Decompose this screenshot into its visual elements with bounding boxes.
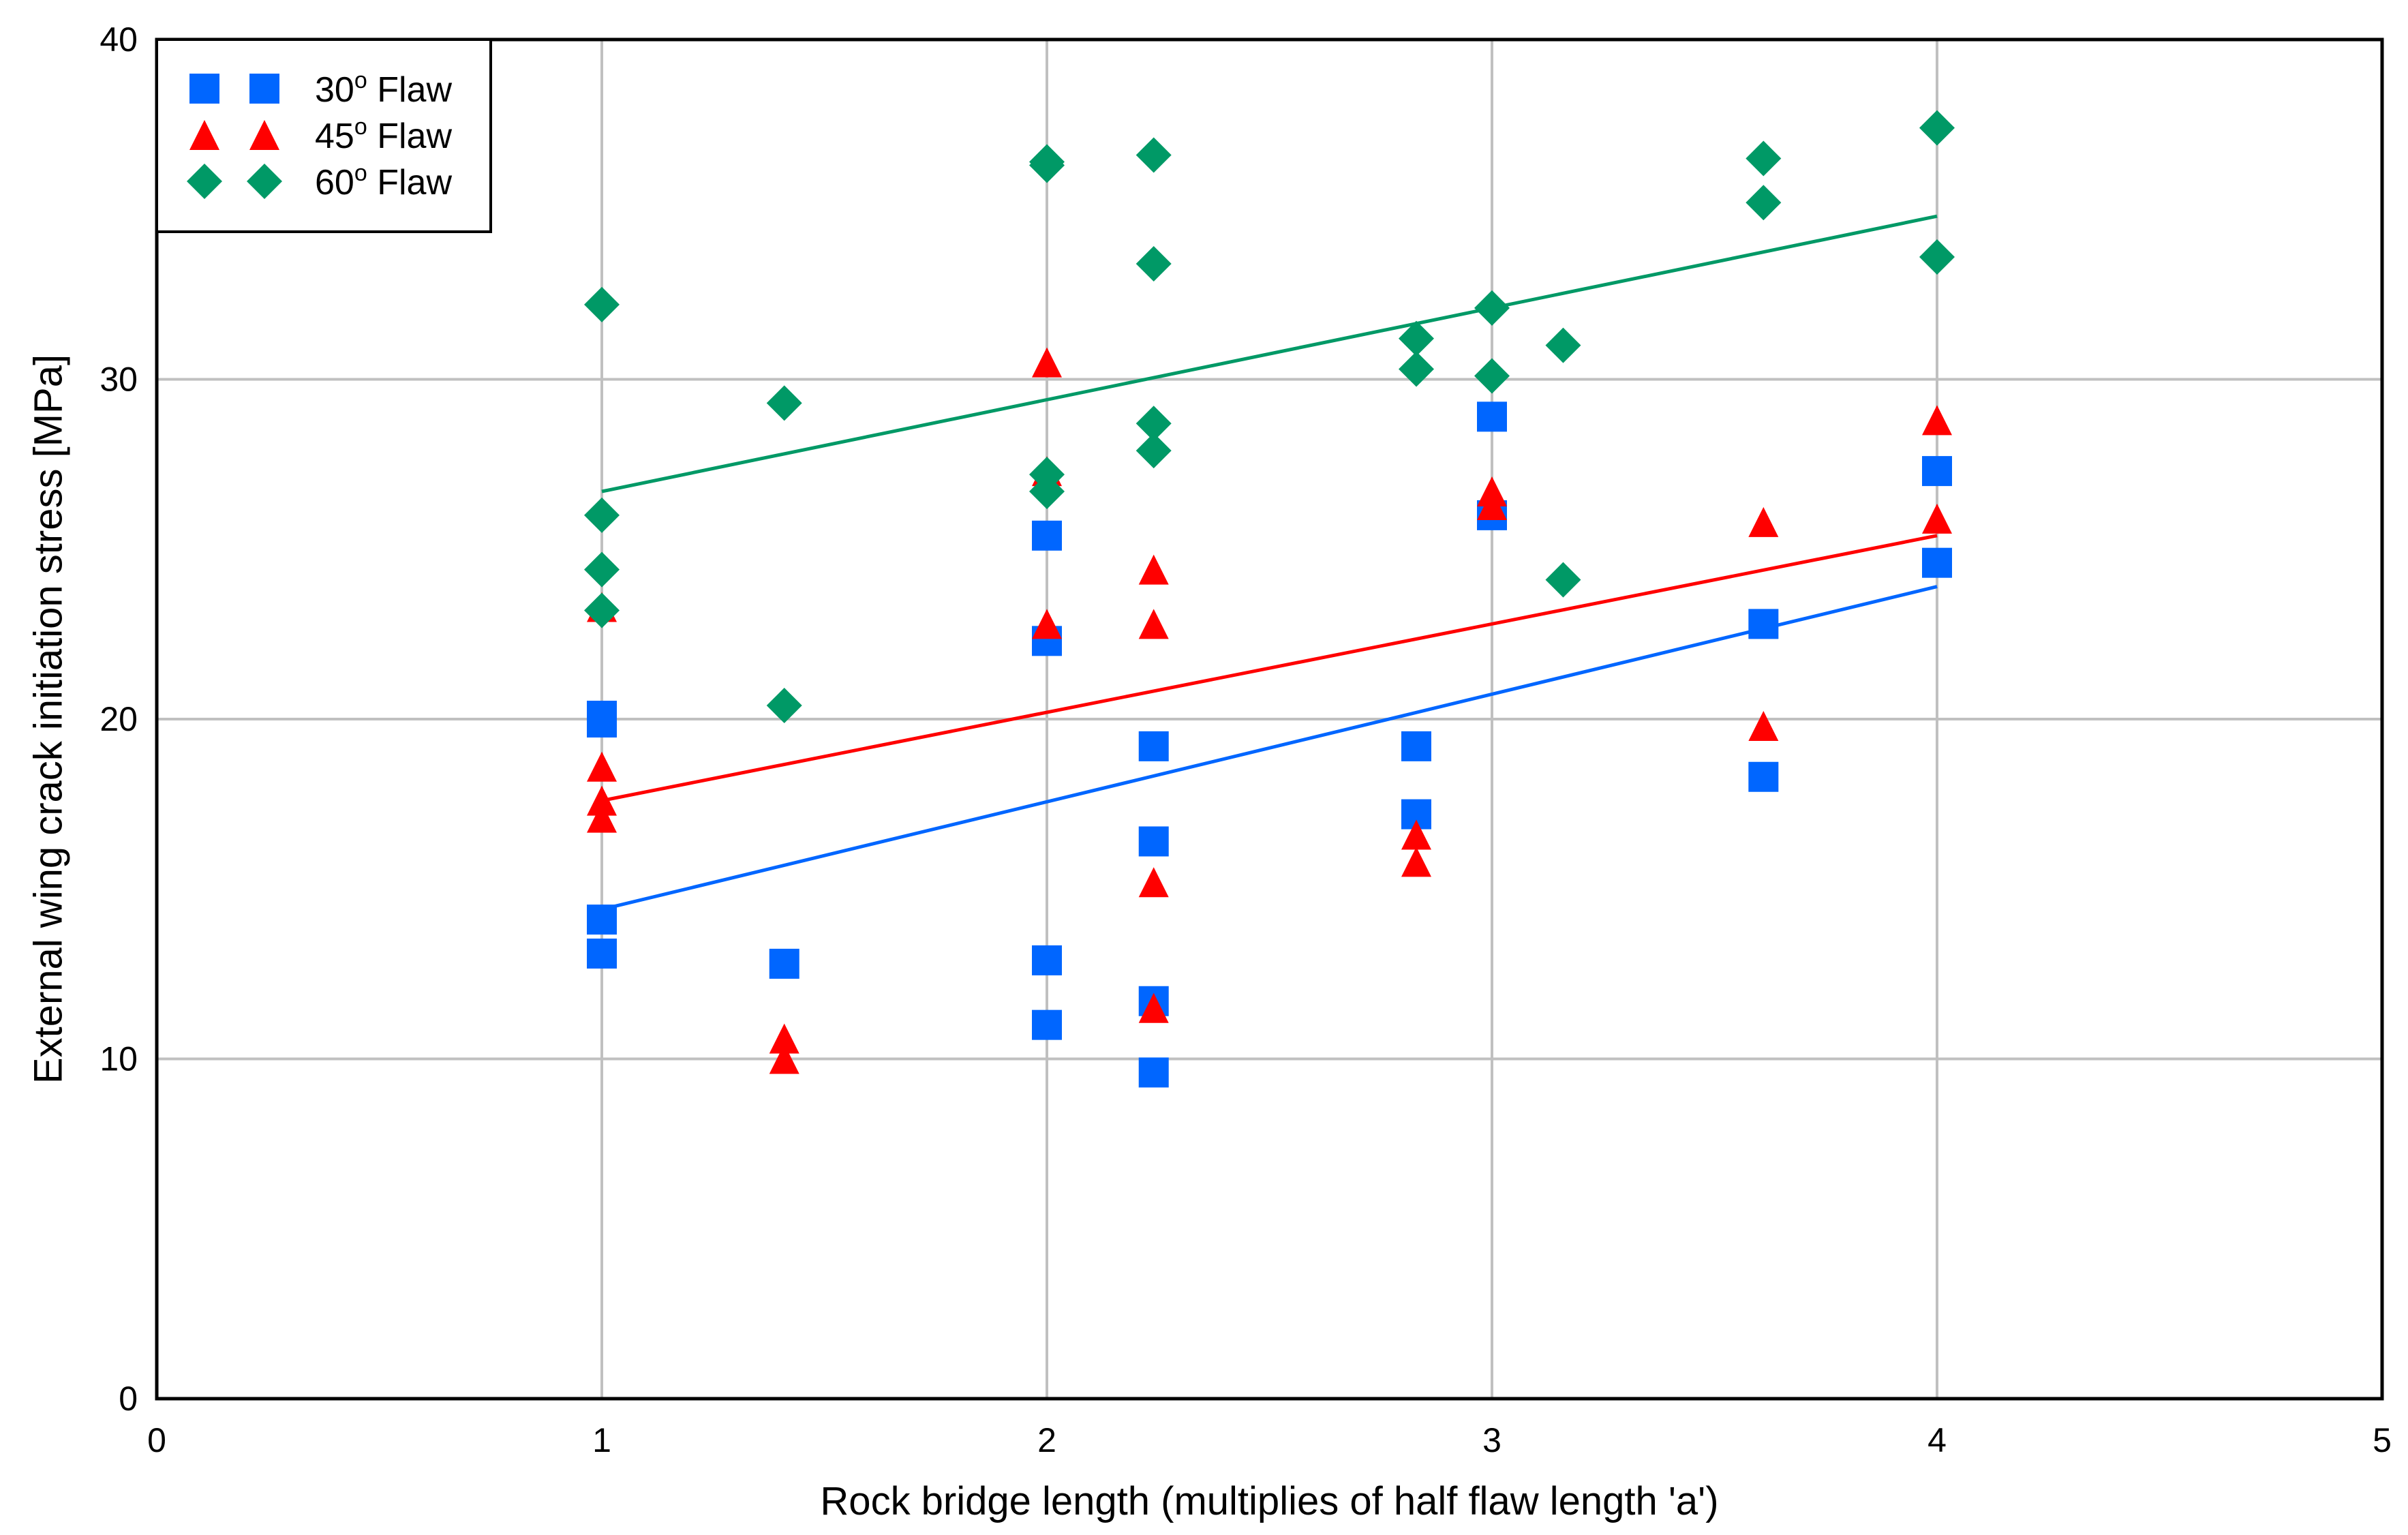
data-point-diamond bbox=[584, 286, 620, 322]
plot-frame bbox=[155, 37, 2384, 1401]
data-point-triangle bbox=[1138, 609, 1169, 639]
trendline-triangle bbox=[601, 534, 1938, 803]
data-point-triangle bbox=[1032, 347, 1062, 378]
data-point-triangle bbox=[1032, 609, 1062, 639]
legend-marker-diamond bbox=[247, 164, 282, 199]
trendline-diamond bbox=[601, 214, 1938, 493]
data-point-diamond bbox=[1474, 290, 1510, 326]
legend-label-number: 30 bbox=[315, 70, 354, 110]
data-point-square bbox=[1748, 761, 1779, 792]
data-point-triangle bbox=[1401, 819, 1431, 850]
data-point-triangle bbox=[1138, 992, 1169, 1023]
data-point-triangle bbox=[587, 751, 617, 782]
data-point-diamond bbox=[1029, 147, 1065, 183]
data-point-triangle bbox=[587, 802, 617, 833]
y-tick-label: 0 bbox=[119, 1380, 138, 1418]
data-point-square bbox=[769, 948, 799, 979]
data-point-diamond bbox=[1919, 110, 1955, 146]
data-point-diamond bbox=[584, 497, 620, 533]
legend-label-degree: o bbox=[354, 67, 367, 93]
data-points bbox=[584, 110, 1955, 1088]
y-tick-label: 10 bbox=[100, 1040, 138, 1078]
trendline-square bbox=[601, 585, 1938, 911]
data-point-diamond bbox=[1136, 406, 1172, 442]
data-point-square bbox=[587, 938, 617, 969]
legend-label-degree: o bbox=[354, 160, 367, 186]
data-point-square bbox=[587, 707, 617, 738]
data-point-square bbox=[1477, 401, 1507, 432]
data-point-triangle bbox=[1401, 847, 1431, 877]
x-tick-label: 0 bbox=[147, 1421, 166, 1459]
legend-label-suffix: Flaw bbox=[367, 163, 453, 202]
trendlines bbox=[601, 214, 1938, 911]
data-point-diamond bbox=[766, 385, 802, 421]
data-point-diamond bbox=[1136, 137, 1172, 173]
data-point-triangle bbox=[769, 1023, 799, 1054]
data-point-diamond bbox=[1474, 358, 1510, 394]
y-tick-label: 40 bbox=[100, 20, 138, 59]
x-tick-label: 5 bbox=[2373, 1421, 2392, 1459]
data-point-diamond bbox=[1029, 474, 1065, 510]
x-tick-label: 1 bbox=[592, 1421, 611, 1459]
data-point-square bbox=[1032, 1009, 1062, 1040]
data-point-square bbox=[1922, 456, 1952, 487]
x-tick-label: 4 bbox=[1927, 1421, 1947, 1459]
data-point-triangle bbox=[1477, 489, 1507, 520]
data-point-square bbox=[1401, 731, 1431, 761]
x-tick-label: 3 bbox=[1482, 1421, 1502, 1459]
legend-marker-square bbox=[189, 74, 219, 104]
legend-label-suffix: Flaw bbox=[367, 70, 453, 110]
data-point-triangle bbox=[1922, 405, 1952, 436]
legend-marker-triangle bbox=[189, 120, 219, 150]
legend-label: 60o Flaw bbox=[315, 160, 452, 202]
data-point-square bbox=[1138, 731, 1169, 761]
data-point-square bbox=[1748, 609, 1779, 639]
legend-marker-triangle bbox=[249, 120, 279, 150]
data-point-triangle bbox=[1748, 710, 1779, 741]
data-point-triangle bbox=[1138, 867, 1169, 898]
data-point-diamond bbox=[1398, 320, 1434, 356]
data-point-triangle bbox=[1748, 506, 1779, 537]
data-point-diamond bbox=[584, 592, 620, 628]
data-point-square bbox=[1138, 1057, 1169, 1088]
y-tick-label: 30 bbox=[100, 361, 138, 399]
data-point-square bbox=[587, 905, 617, 935]
legend-marker-square bbox=[249, 74, 279, 104]
legend-marker-diamond bbox=[187, 164, 222, 199]
legend-label: 30o Flaw bbox=[315, 67, 452, 110]
legend-label: 45o Flaw bbox=[315, 114, 452, 156]
x-tick-label: 2 bbox=[1037, 1421, 1056, 1459]
data-point-triangle bbox=[769, 1044, 799, 1074]
data-point-triangle bbox=[587, 785, 617, 816]
y-tick-label: 20 bbox=[100, 700, 138, 738]
legend-box bbox=[155, 38, 492, 233]
data-point-diamond bbox=[1136, 246, 1172, 282]
data-point-square bbox=[1032, 945, 1062, 975]
data-point-diamond bbox=[1746, 140, 1782, 177]
data-point-diamond bbox=[1545, 562, 1581, 598]
data-point-diamond bbox=[584, 551, 620, 588]
data-point-triangle bbox=[1138, 554, 1169, 585]
data-point-diamond bbox=[1545, 327, 1581, 363]
data-point-diamond bbox=[1136, 433, 1172, 469]
x-axis-label: Rock bridge length (multiplies of half f… bbox=[820, 1479, 1718, 1523]
data-point-square bbox=[1922, 547, 1952, 578]
data-point-square bbox=[1138, 826, 1169, 857]
data-point-diamond bbox=[766, 688, 802, 724]
legend-label-suffix: Flaw bbox=[367, 117, 453, 156]
data-point-diamond bbox=[1746, 185, 1782, 221]
data-point-triangle bbox=[1922, 503, 1952, 534]
y-axis-label: External wing crack initiation stress [M… bbox=[26, 354, 70, 1084]
data-point-diamond bbox=[1398, 351, 1434, 387]
legend-label-number: 60 bbox=[315, 163, 354, 202]
data-point-diamond bbox=[1919, 239, 1955, 275]
legend-label-number: 45 bbox=[315, 117, 354, 156]
data-point-square bbox=[1032, 520, 1062, 551]
legend-label-degree: o bbox=[354, 114, 367, 140]
